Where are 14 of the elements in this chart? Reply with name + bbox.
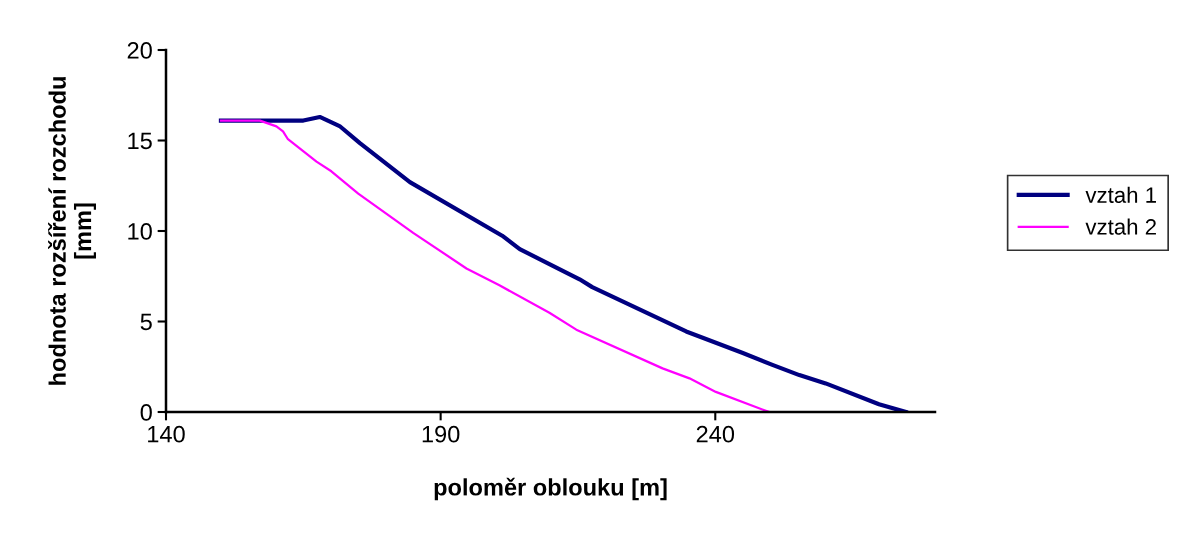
x-tick-label: 190	[422, 425, 460, 443]
x-tick-label: 140	[148, 425, 185, 443]
line-series	[219, 119, 771, 412]
y-tick-label: 20	[127, 42, 152, 59]
y-tick-label: 10	[128, 223, 152, 240]
x-tick-label: 240	[696, 425, 735, 443]
line-series	[218, 114, 908, 412]
y-axis-title: hodnota rozšíření rozchodu [mm]	[48, 77, 96, 385]
legend-label: vztah 2	[1085, 218, 1156, 235]
x-axis-title: poloměr oblouku [m]	[434, 477, 667, 501]
y-tick-label: 15	[128, 132, 152, 150]
legend-label: vztah 1	[1085, 186, 1156, 203]
y-tick-label: 0	[140, 404, 152, 421]
y-tick-label: 5	[140, 313, 152, 331]
